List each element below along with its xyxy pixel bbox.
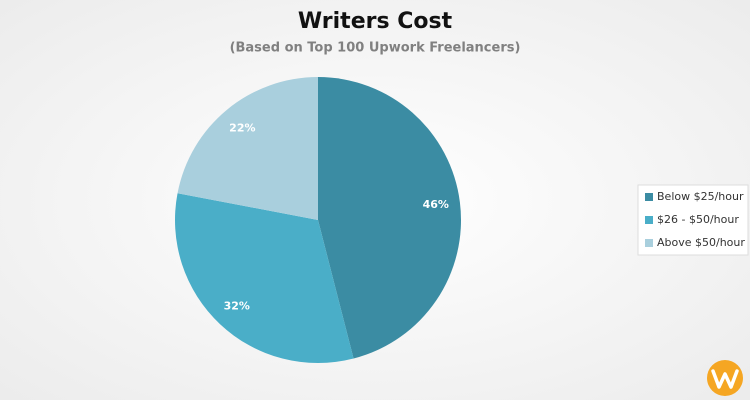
legend-swatch	[645, 193, 653, 201]
legend-swatch	[645, 239, 653, 247]
pie-slice	[175, 193, 354, 363]
legend-label: Above $50/hour	[657, 236, 745, 249]
legend-label: $26 - $50/hour	[657, 213, 739, 226]
logo	[707, 360, 743, 396]
pie-slice	[177, 76, 318, 220]
logo-mark	[711, 369, 739, 389]
chart-subtitle: (Based on Top 100 Upwork Freelancers)	[230, 41, 521, 56]
chart-title: Writers Cost	[298, 9, 453, 34]
data-label: 22%	[229, 122, 255, 135]
legend-label: Below $25/hour	[657, 190, 744, 203]
legend-swatch	[645, 216, 653, 224]
data-label: 46%	[423, 198, 449, 211]
pie-slice	[318, 77, 461, 359]
legend-box	[637, 184, 749, 256]
data-label: 32%	[224, 300, 250, 313]
